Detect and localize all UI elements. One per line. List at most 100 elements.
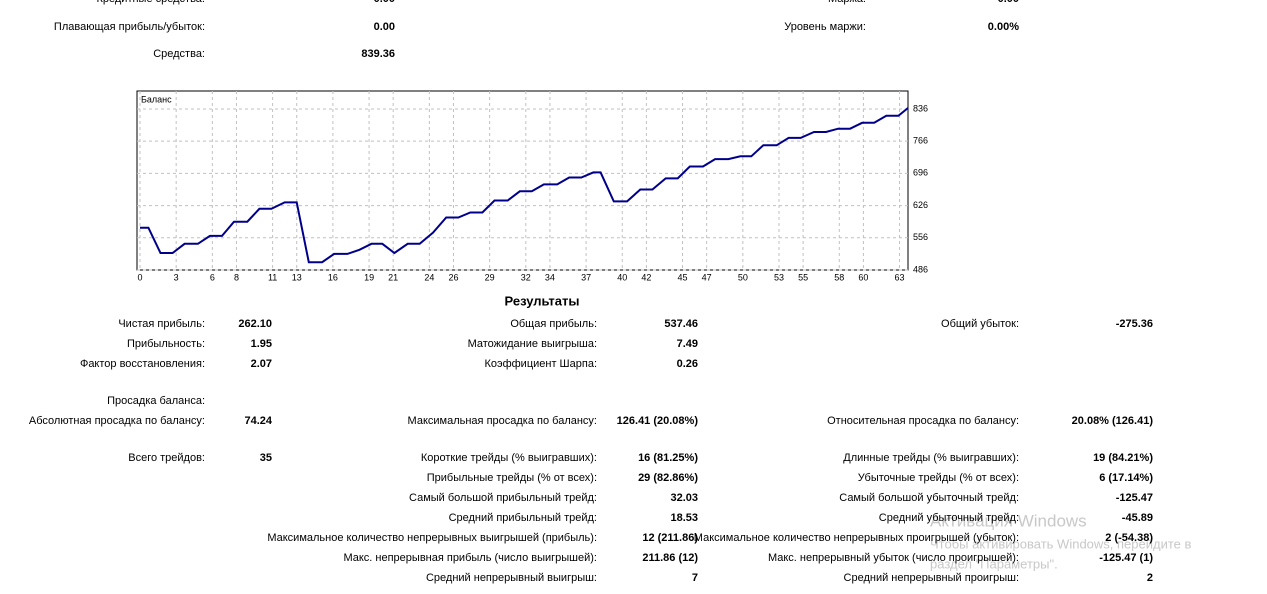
field-value: 16 (81.25%) bbox=[638, 452, 698, 464]
field-label: Плавающая прибыль/убыток: bbox=[54, 21, 205, 33]
field-label: Самый большой убыточный трейд: bbox=[839, 492, 1019, 504]
field-value: -45.89 bbox=[1122, 512, 1153, 524]
field-value: -275.36 bbox=[1116, 318, 1153, 330]
x-tick-label: 13 bbox=[292, 272, 302, 282]
field-value: 0.26 bbox=[677, 358, 698, 370]
y-tick-label: 766 bbox=[913, 136, 928, 146]
x-tick-label: 16 bbox=[328, 272, 338, 282]
y-tick-label: 556 bbox=[913, 232, 928, 242]
field-value: 12 (211.86) bbox=[642, 532, 698, 544]
x-tick-label: 37 bbox=[581, 272, 591, 282]
legend-label: Баланс bbox=[141, 94, 172, 104]
field-label: Средний прибыльный трейд: bbox=[449, 512, 597, 524]
field-label: Маржа: bbox=[828, 0, 866, 5]
field-label: Макс. непрерывный убыток (число проигрыш… bbox=[768, 552, 1019, 564]
x-tick-label: 0 bbox=[137, 272, 142, 282]
field-label: Убыточные трейды (% от всех): bbox=[858, 472, 1019, 484]
x-tick-label: 42 bbox=[641, 272, 651, 282]
x-tick-label: 40 bbox=[617, 272, 627, 282]
field-label: Средний непрерывный проигрыш: bbox=[844, 572, 1019, 584]
field-value: 74.24 bbox=[244, 415, 272, 427]
field-label: Просадка баланса: bbox=[107, 395, 205, 407]
chart-frame bbox=[136, 90, 909, 271]
field-label: Максимальное количество непрерывных выиг… bbox=[267, 532, 597, 544]
field-value: 0.00 bbox=[374, 0, 395, 5]
field-label: Абсолютная просадка по балансу: bbox=[29, 415, 205, 427]
field-value: 1.95 bbox=[251, 338, 272, 350]
field-label: Самый большой прибыльный трейд: bbox=[409, 492, 597, 504]
x-tick-label: 60 bbox=[858, 272, 868, 282]
field-value: 29 (82.86%) bbox=[638, 472, 698, 484]
y-tick-label: 626 bbox=[913, 200, 928, 210]
x-tick-label: 55 bbox=[798, 272, 808, 282]
field-value: 32.03 bbox=[670, 492, 698, 504]
field-value: 35 bbox=[260, 452, 272, 464]
watermark-title: Активация Windows bbox=[930, 511, 1087, 530]
field-value: 211.86 (12) bbox=[642, 552, 698, 564]
field-label: Относительная просадка по балансу: bbox=[827, 415, 1019, 427]
field-value: 6 (17.14%) bbox=[1099, 472, 1153, 484]
field-value: 262.10 bbox=[238, 318, 272, 330]
field-value: 0.00 bbox=[374, 21, 395, 33]
balance-line bbox=[140, 107, 909, 264]
x-tick-label: 58 bbox=[834, 272, 844, 282]
x-tick-label: 32 bbox=[521, 272, 531, 282]
field-value: 20.08% (126.41) bbox=[1072, 415, 1154, 427]
field-value: 2 (-54.38) bbox=[1105, 532, 1153, 544]
field-label: Всего трейдов: bbox=[128, 452, 205, 464]
field-label: Чистая прибыль: bbox=[118, 318, 205, 330]
field-label: Матожидание выигрыша: bbox=[468, 338, 597, 350]
field-label: Максимальная просадка по балансу: bbox=[408, 415, 597, 427]
x-tick-label: 53 bbox=[774, 272, 784, 282]
field-label: Короткие трейды (% выигравших): bbox=[421, 452, 597, 464]
field-label: Макс. непрерывная прибыль (число выигрыш… bbox=[343, 552, 597, 564]
x-tick-label: 6 bbox=[210, 272, 215, 282]
results-title: Результаты bbox=[505, 293, 580, 308]
x-tick-label: 24 bbox=[424, 272, 434, 282]
x-tick-label: 11 bbox=[268, 272, 277, 282]
field-value: -125.47 (1) bbox=[1099, 552, 1153, 564]
field-value: 537.46 bbox=[664, 318, 698, 330]
y-tick-label: 836 bbox=[913, 103, 928, 113]
field-value: 839.36 bbox=[361, 48, 395, 60]
field-label: Общая прибыль: bbox=[510, 318, 597, 330]
field-value: 19 (84.21%) bbox=[1093, 452, 1153, 464]
field-value: 7 bbox=[692, 572, 698, 584]
x-tick-label: 45 bbox=[678, 272, 688, 282]
field-value: 0.00% bbox=[988, 21, 1019, 33]
x-tick-label: 29 bbox=[485, 272, 495, 282]
field-value: 18.53 bbox=[670, 512, 698, 524]
x-tick-label: 47 bbox=[702, 272, 712, 282]
x-tick-label: 21 bbox=[388, 272, 398, 282]
x-tick-label: 63 bbox=[895, 272, 905, 282]
field-label: Длинные трейды (% выигравших): bbox=[843, 452, 1019, 464]
field-label: Средства: bbox=[153, 48, 205, 60]
x-tick-label: 19 bbox=[364, 272, 374, 282]
watermark-text: Чтобы активировать Windows, перейдите в bbox=[930, 536, 1192, 551]
field-label: Прибыльность: bbox=[127, 338, 205, 350]
x-tick-label: 26 bbox=[448, 272, 458, 282]
field-label: Прибыльные трейды (% от всех): bbox=[427, 472, 597, 484]
field-label: Коэффициент Шарпа: bbox=[484, 358, 597, 370]
field-value: 0.00 bbox=[998, 0, 1019, 5]
y-tick-label: 696 bbox=[913, 168, 928, 178]
x-tick-label: 50 bbox=[738, 272, 748, 282]
field-label: Кредитные средства: bbox=[96, 0, 205, 5]
field-value: 7.49 bbox=[677, 338, 698, 350]
field-label: Максимальное количество непрерывных прои… bbox=[694, 532, 1019, 544]
field-value: -125.47 bbox=[1116, 492, 1153, 504]
y-tick-label: 486 bbox=[913, 264, 928, 274]
x-tick-label: 34 bbox=[545, 272, 555, 282]
x-tick-label: 3 bbox=[174, 272, 179, 282]
field-label: Общий убыток: bbox=[941, 318, 1019, 330]
field-label: Средний убыточный трейд: bbox=[879, 512, 1019, 524]
field-value: 2 bbox=[1147, 572, 1153, 584]
field-label: Средний непрерывный выигрыш: bbox=[426, 572, 597, 584]
x-tick-label: 8 bbox=[234, 272, 239, 282]
field-label: Фактор восстановления: bbox=[80, 358, 205, 370]
watermark-text: раздел "Параметры". bbox=[930, 556, 1058, 571]
field-value: 126.41 (20.08%) bbox=[617, 415, 699, 427]
field-label: Уровень маржи: bbox=[784, 21, 866, 33]
field-value: 2.07 bbox=[251, 358, 272, 370]
